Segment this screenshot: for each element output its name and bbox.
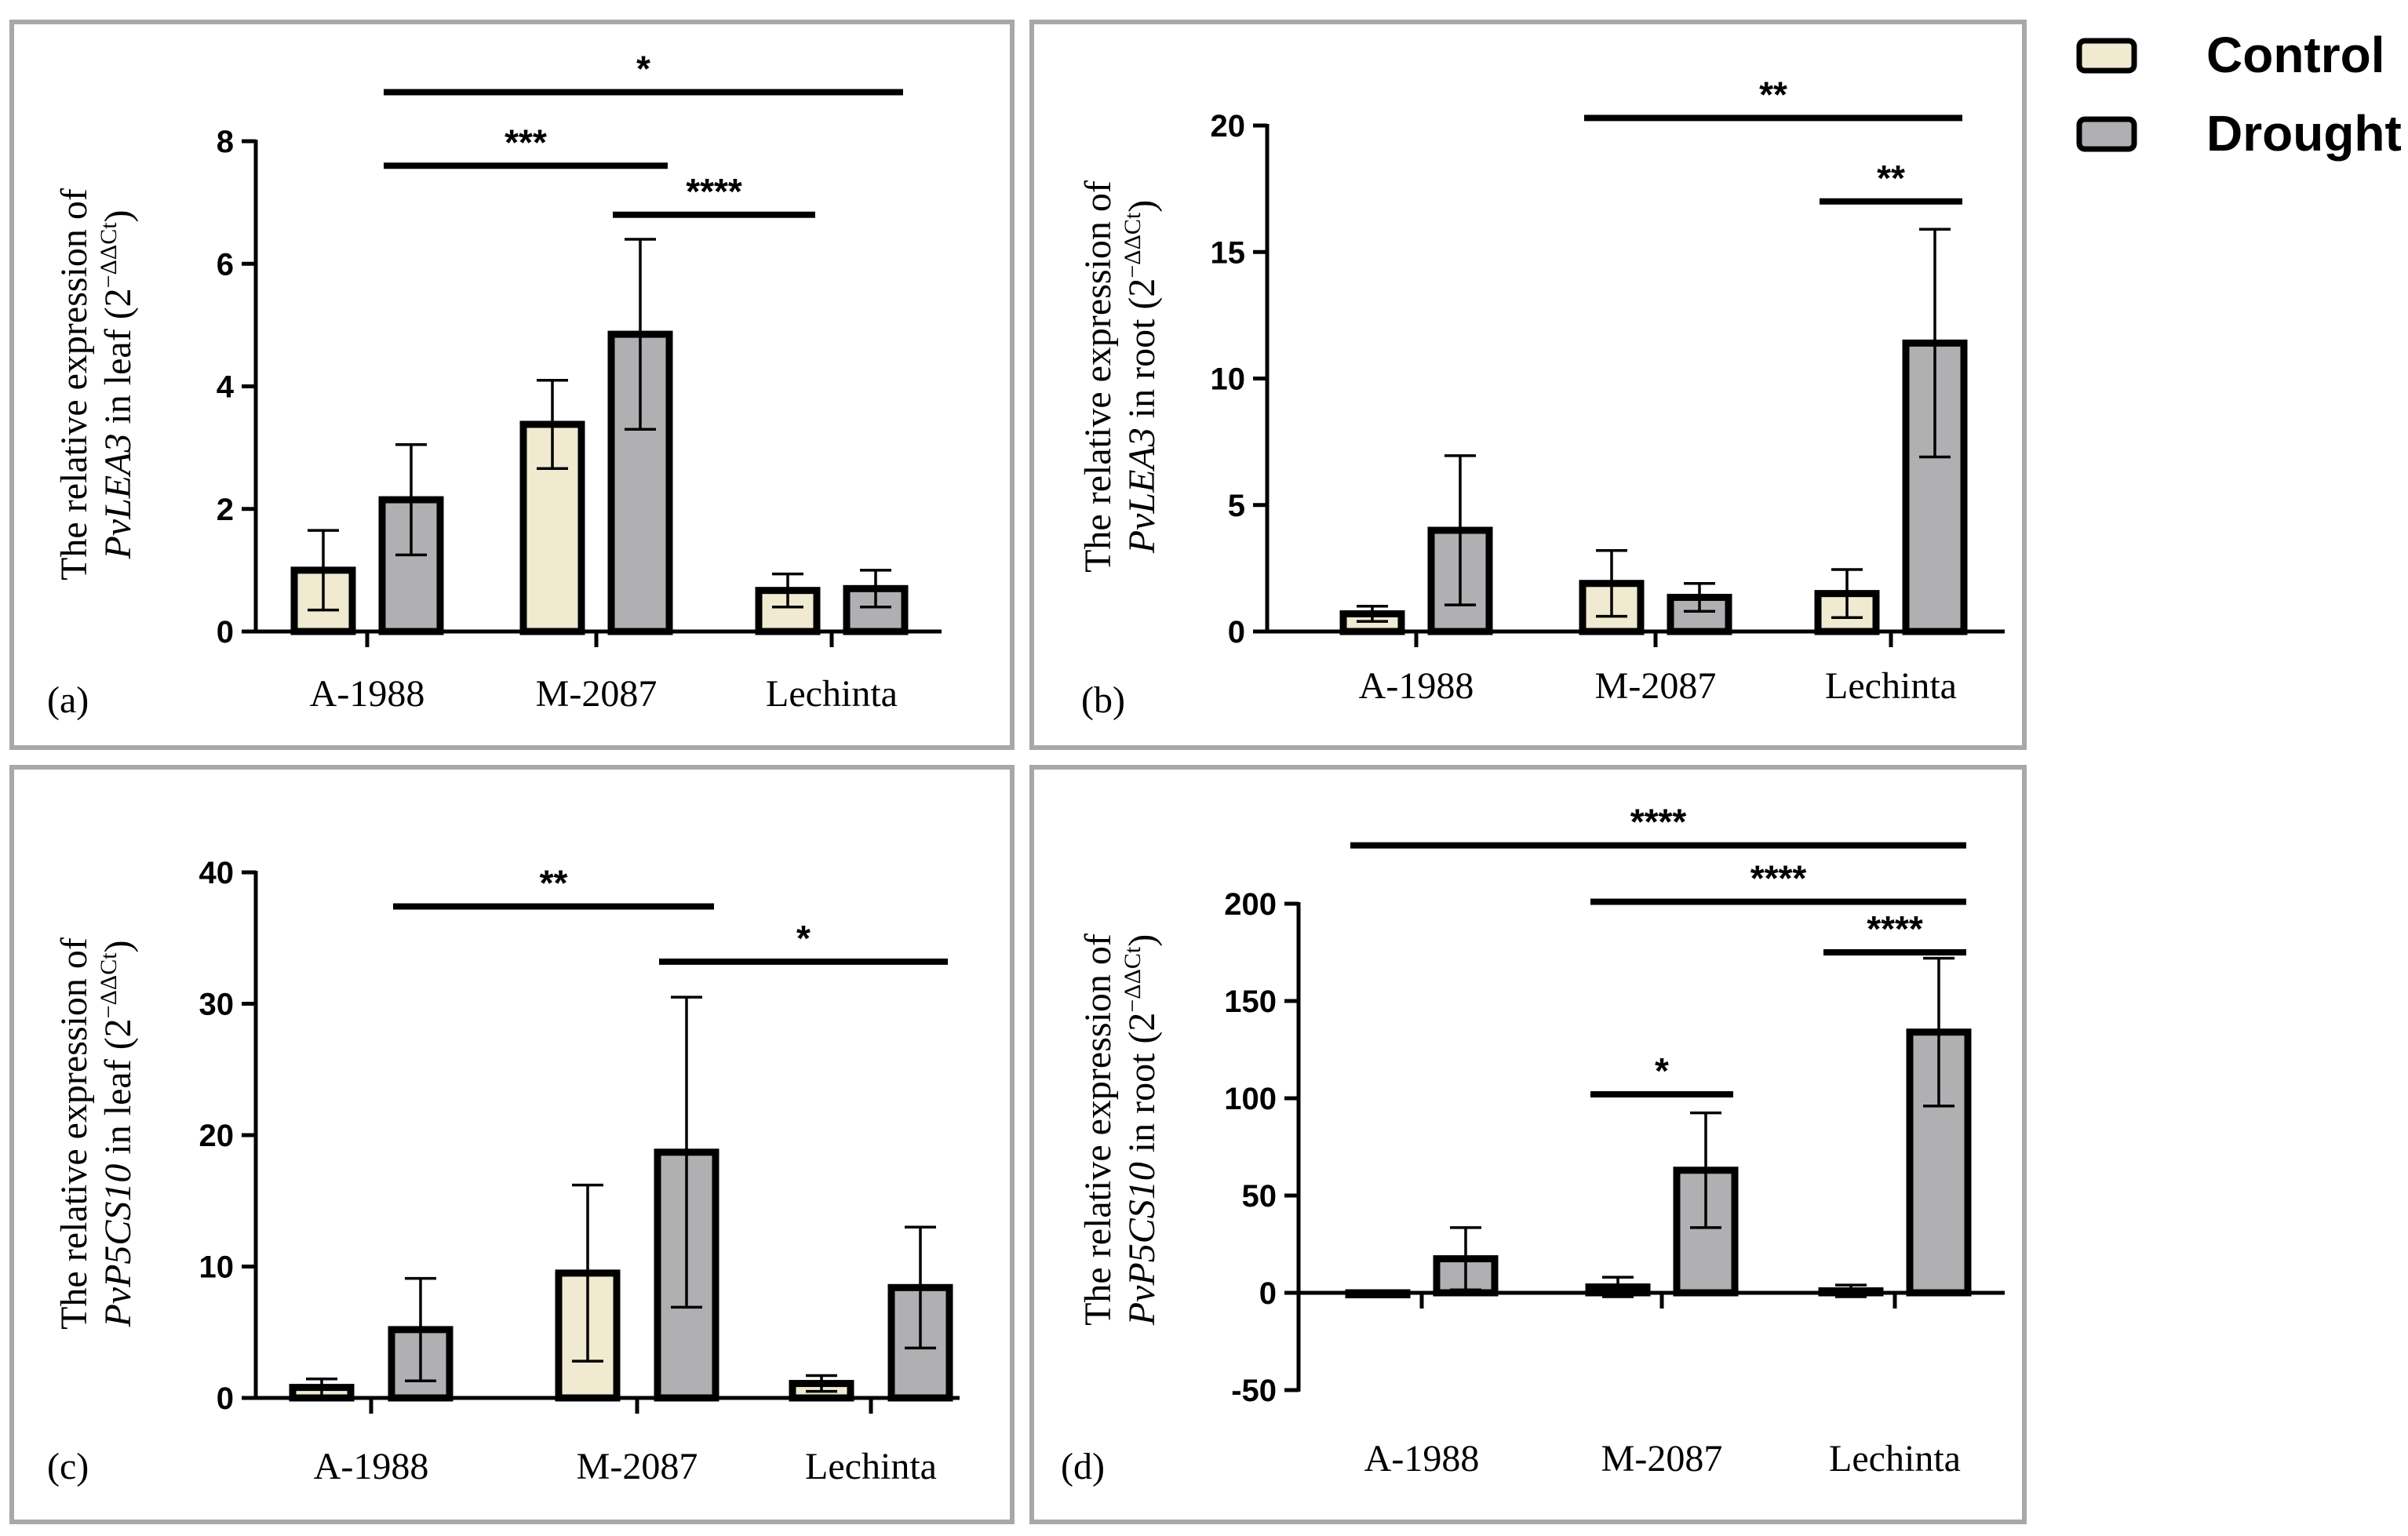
y-tick-label: 6 — [217, 247, 234, 282]
y-tick-label: -50 — [1231, 1374, 1277, 1408]
y-tick-label: 0 — [1259, 1276, 1277, 1311]
significance-label: **** — [1750, 858, 1807, 899]
y-axis-label: The relative expression of PvLEA3 in root… — [1077, 180, 1163, 573]
legend-swatch-drought — [2076, 116, 2137, 152]
legend: Control Drought — [2076, 27, 2402, 162]
panel-a-frame — [9, 20, 1015, 750]
significance-label: *** — [505, 122, 547, 162]
category-label: A-1988 — [310, 673, 425, 715]
y-tick-label: 5 — [1228, 489, 1245, 523]
panel-b-chart: 0 5 10 15 20 A-1988 M-2087 Lechinta ** ** (b) The r… — [1077, 74, 2005, 721]
y-tick-label: 4 — [217, 370, 235, 405]
panel-letter: (d) — [1061, 1446, 1105, 1487]
y-tick-label: 150 — [1224, 985, 1277, 1019]
category-label: Lechinta — [805, 1446, 937, 1487]
legend-label-drought: Drought — [2206, 105, 2402, 162]
y-tick-label: 200 — [1224, 887, 1277, 922]
y-tick-label: 50 — [1242, 1179, 1277, 1214]
category-label: A-1988 — [1359, 665, 1474, 707]
bar-control — [519, 420, 585, 635]
y-axis-label-line2: PvLEA3 in leaf (2−ΔΔCt) — [96, 209, 139, 559]
y-tick-label: 0 — [217, 1381, 234, 1416]
category-label: Lechinta — [766, 673, 898, 715]
y-tick-label: 20 — [1211, 109, 1246, 144]
category-label: A-1988 — [314, 1446, 429, 1487]
category-label: Lechinta — [1825, 665, 1957, 707]
y-tick-label: 15 — [1211, 235, 1246, 270]
y-tick-label: 8 — [217, 125, 234, 159]
y-axis-label: The relative expression of PvP5CS10 in ro… — [1077, 934, 1163, 1326]
significance-label: ** — [540, 863, 568, 904]
panel-c-frame — [9, 765, 1015, 1524]
significance-label: * — [796, 918, 811, 959]
y-tick-label: 0 — [1228, 615, 1245, 650]
y-axis-label-line1: The relative expression of — [1077, 934, 1119, 1326]
y-axis-label-line2: PvP5CS10 in leaf (2−ΔΔCt) — [96, 940, 139, 1327]
category-label: M-2087 — [536, 673, 658, 715]
y-tick-label: 10 — [1211, 362, 1246, 397]
panel-letter: (b) — [1081, 679, 1125, 721]
y-axis-label-line1: The relative expression of — [53, 937, 95, 1330]
significance-label: * — [1655, 1050, 1669, 1091]
significance-label: ** — [1877, 158, 1905, 198]
legend-swatch-control — [2076, 38, 2137, 74]
y-axis-label-line2: PvP5CS10 in root (2−ΔΔCt) — [1120, 934, 1163, 1326]
significance-label: ** — [1759, 74, 1787, 115]
significance-label: **** — [686, 171, 742, 212]
y-tick-label: 20 — [199, 1119, 235, 1153]
panel-letter: (a) — [47, 679, 89, 721]
y-tick-label: 2 — [217, 493, 234, 527]
panel-letter: (c) — [47, 1446, 89, 1487]
panel-b-frame — [1029, 20, 2027, 750]
category-label: M-2087 — [1601, 1438, 1723, 1480]
significance-label: **** — [1630, 802, 1687, 843]
y-axis-label-line2: PvLEA3 in root (2−ΔΔCt) — [1120, 200, 1163, 554]
significance-label: * — [636, 49, 650, 89]
legend-label-control: Control — [2206, 27, 2385, 83]
y-axis-label-line1: The relative expression of — [53, 188, 95, 581]
y-tick-label: 40 — [199, 856, 235, 890]
y-axis-label: The relative expression of PvLEA3 in leaf… — [53, 188, 139, 581]
y-axis-label-line1: The relative expression of — [1077, 180, 1119, 573]
y-tick-label: 0 — [217, 615, 234, 650]
category-label: A-1988 — [1364, 1438, 1480, 1480]
panel-d-frame — [1029, 765, 2027, 1524]
category-label: M-2087 — [1595, 665, 1717, 707]
y-tick-label: 10 — [199, 1250, 235, 1285]
y-tick-label: 30 — [199, 988, 235, 1022]
y-tick-label: 100 — [1224, 1082, 1277, 1116]
category-label: M-2087 — [577, 1446, 698, 1487]
category-label: Lechinta — [1829, 1438, 1961, 1480]
significance-label: **** — [1867, 908, 1923, 949]
y-axis-label: The relative expression of PvP5CS10 in le… — [53, 937, 139, 1330]
